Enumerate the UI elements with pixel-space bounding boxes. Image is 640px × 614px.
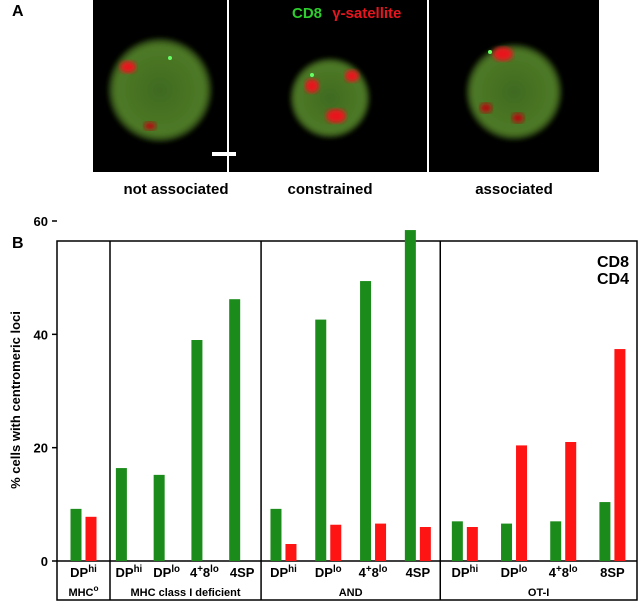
label-part: DP (153, 565, 171, 580)
image-caption: associated (475, 181, 553, 198)
label-part: OT-I (528, 587, 549, 599)
image-caption: constrained (287, 181, 372, 198)
label-part: DP (315, 565, 333, 580)
y-tick-label: 60 (34, 214, 48, 229)
bar (599, 502, 611, 561)
micrographs (93, 0, 599, 172)
x-tick-label: 4SP (406, 565, 431, 580)
label-part: MHC (68, 587, 93, 599)
label-part: 8 (372, 565, 379, 580)
group-label: AND (339, 587, 363, 599)
bar (285, 544, 297, 561)
label-part: DP (116, 565, 134, 580)
legend-entry: CD8 (597, 254, 629, 271)
bar (419, 527, 431, 561)
y-tick-label: 40 (34, 327, 48, 342)
superscript: o (94, 584, 99, 593)
superscript: + (197, 564, 203, 575)
bar (115, 468, 127, 561)
plot-frame (56, 240, 638, 601)
bar (70, 508, 82, 561)
x-tick-label: 8SP (600, 565, 625, 580)
superscript: + (556, 564, 562, 575)
superscript: lo (519, 564, 528, 575)
bar (375, 523, 387, 561)
bar (85, 516, 97, 561)
group-label: OT-I (528, 587, 549, 599)
label-part: 4 (359, 565, 367, 580)
bar (270, 508, 282, 561)
superscript: lo (210, 564, 219, 575)
superscript: hi (288, 564, 297, 575)
x-tick-label: DPhi (70, 564, 97, 580)
panel-label: A (12, 3, 24, 20)
bar (565, 442, 577, 561)
superscript: + (366, 564, 372, 575)
label-part: AND (339, 587, 363, 599)
label-part: 4SP (230, 565, 255, 580)
bar (516, 445, 528, 561)
bar (501, 523, 513, 561)
x-tick-label: 4+8lo (359, 564, 388, 580)
legend-entry: CD8 (292, 5, 322, 22)
bar (360, 281, 372, 561)
bar (153, 474, 165, 561)
y-tick-label: 0 (41, 554, 48, 569)
image-caption: not associated (123, 181, 228, 198)
superscript: lo (569, 564, 578, 575)
x-tick-label: 4+8lo (549, 564, 578, 580)
bar (330, 524, 342, 561)
label-part: DP (451, 565, 469, 580)
bar (315, 319, 327, 561)
legend-entry: CD4 (597, 271, 629, 288)
superscript: lo (379, 564, 388, 575)
panel-label: B (12, 235, 24, 252)
group-label: MHC class I deficient (131, 587, 241, 599)
image-legend: CD8 γ-satellite (292, 5, 401, 22)
x-tick-label: DPhi (451, 564, 478, 580)
superscript: hi (88, 564, 97, 575)
legend-entry: γ-satellite (332, 5, 401, 22)
x-tick-label: 4+8lo (190, 564, 219, 580)
group-label: MHCo (68, 584, 98, 599)
label-part: 4 (549, 565, 557, 580)
label-part: DP (270, 565, 288, 580)
x-tick-label: DPlo (501, 564, 528, 580)
label-part: 4 (190, 565, 198, 580)
superscript: hi (134, 564, 143, 575)
label-part: DP (70, 565, 88, 580)
y-axis-label: % cells with centromeric loci (8, 311, 23, 489)
x-tick-label: DPhi (116, 564, 143, 580)
superscript: lo (333, 564, 342, 575)
x-tick-label: DPlo (315, 564, 342, 580)
bar (229, 299, 241, 561)
bar (466, 527, 478, 561)
label-part: 4SP (406, 565, 431, 580)
bar (550, 521, 562, 561)
label-part: 8SP (600, 565, 625, 580)
x-tick-label: DPhi (270, 564, 297, 580)
superscript: hi (470, 564, 479, 575)
label-part: DP (501, 565, 519, 580)
label-part: 8 (203, 565, 210, 580)
bar (404, 230, 416, 562)
label-part: MHC class I deficient (131, 587, 241, 599)
bar (614, 349, 626, 561)
y-tick-label: 20 (34, 441, 48, 456)
x-tick-label: 4SP (230, 565, 255, 580)
superscript: lo (171, 564, 180, 575)
bar (191, 340, 203, 561)
bar (451, 521, 463, 561)
x-tick-label: DPlo (153, 564, 180, 580)
label-part: 8 (562, 565, 569, 580)
